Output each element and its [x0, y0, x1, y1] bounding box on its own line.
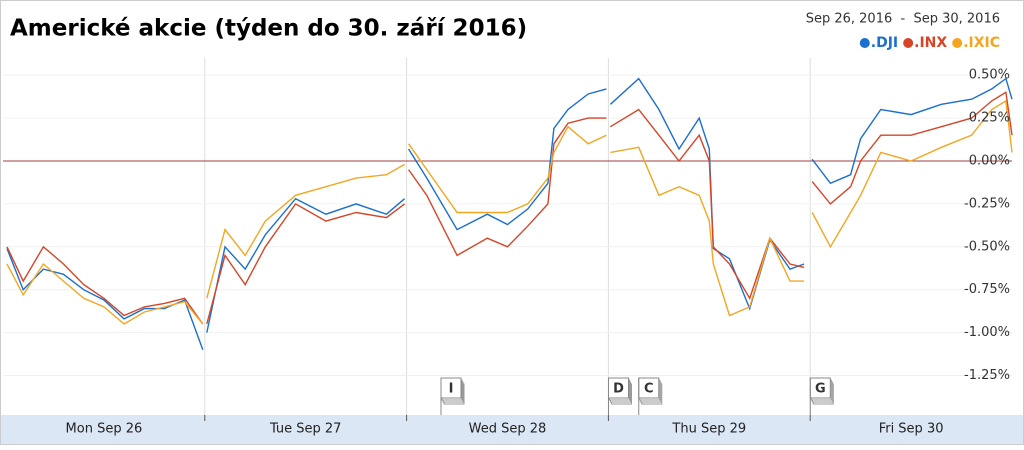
y-tick-label: -0.50% [964, 239, 1010, 254]
legend-swatch [859, 38, 870, 48]
legend-label: .DJI [871, 35, 898, 51]
x-tick-label: Fri Sep 30 [879, 422, 944, 437]
event-flag: D [607, 377, 632, 415]
series-line [6, 99, 1013, 325]
legend-label: .IXIC [963, 35, 1000, 51]
series-line [6, 77, 1013, 351]
flag-label: G [815, 382, 826, 397]
flag-label: I [449, 382, 454, 397]
date-range: Sep 26, 2016 - Sep 30, 2016 [806, 12, 1000, 27]
y-tick-label: -1.25% [964, 368, 1010, 383]
y-tick-label: -1.00% [964, 325, 1010, 340]
legend-label: .INX [914, 35, 947, 51]
x-tick-label: Thu Sep 29 [671, 422, 746, 437]
x-axis-band [1, 415, 1023, 444]
event-flag: C [638, 377, 663, 415]
y-tick-label: 0.25% [969, 111, 1010, 126]
legend: .IXIC .INX .DJI [859, 35, 1000, 51]
y-tick-label: 0.50% [969, 68, 1010, 83]
x-tick-label: Wed Sep 28 [469, 422, 547, 437]
flag-label: C [644, 382, 654, 397]
series-line [6, 91, 1013, 325]
event-flag: I [440, 377, 465, 415]
y-tick-label: -0.75% [964, 282, 1010, 297]
plot [3, 58, 1013, 421]
legend-swatch [952, 38, 963, 48]
event-flag: G [809, 377, 834, 415]
flag-label: D [613, 382, 624, 397]
chart-title: Americké akcie (týden do 30. září 2016) [10, 16, 527, 42]
y-tick-label: -0.25% [964, 196, 1010, 211]
y-tick-label: 0.00% [969, 153, 1010, 168]
legend-swatch [903, 38, 914, 48]
x-tick-label: Mon Sep 26 [66, 422, 143, 437]
x-tick-label: Tue Sep 27 [269, 422, 342, 437]
